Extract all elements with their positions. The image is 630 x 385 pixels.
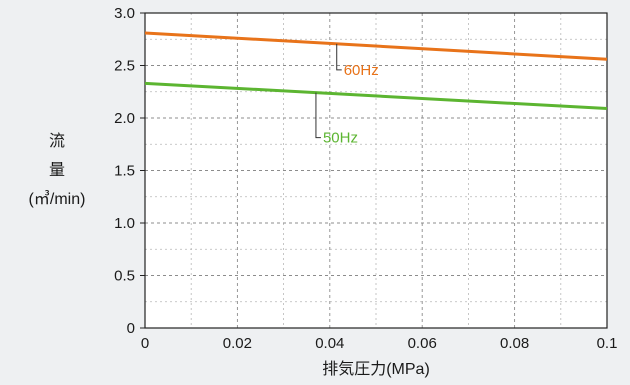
x-tick-label: 0.04 — [315, 335, 344, 352]
y-tick-label: 0 — [127, 320, 135, 337]
series-leader-50Hz — [315, 92, 321, 139]
y-tick-label: 1.0 — [114, 215, 135, 232]
grid-major — [145, 13, 607, 328]
series-label-60Hz: 60Hz — [344, 62, 379, 79]
x-axis-ticks: 0 0.02 0.04 0.06 0.08 0.1 — [141, 335, 618, 352]
x-tick-label: 0.08 — [500, 335, 529, 352]
y-tick-label: 0.5 — [114, 268, 135, 285]
y-tick-label: 2.0 — [114, 110, 135, 127]
y-axis-title-line: 流 — [49, 132, 65, 150]
series-label-50Hz: 50Hz — [323, 130, 358, 147]
series-leader-60Hz — [336, 43, 342, 71]
y-tick-label: 3.0 — [114, 5, 135, 22]
y-tick-label: 1.5 — [114, 163, 135, 180]
y-axis-title: 流量 (㎥/min) — [29, 132, 86, 208]
y-axis-title-line: 量 — [49, 162, 65, 179]
x-tick-label: 0 — [141, 335, 149, 352]
y-axis-title-line: (㎥/min) — [29, 190, 86, 208]
series-line-50Hz — [144, 81, 608, 111]
grid-minor — [145, 13, 607, 328]
series-lines — [144, 31, 608, 111]
x-tick-label: 0.02 — [223, 335, 252, 352]
y-tick-label: 2.5 — [114, 58, 135, 75]
y-axis-ticks: 0 0.5 1.0 1.5 2.0 2.5 3.0 — [114, 5, 145, 337]
x-tick-label: 0.1 — [597, 335, 618, 352]
series-labels: 60Hz 50Hz — [315, 43, 379, 147]
series-line-60Hz — [144, 31, 608, 61]
x-tick-label: 0.06 — [408, 335, 437, 352]
x-axis-title: 排気圧力(MPa) — [322, 360, 430, 378]
